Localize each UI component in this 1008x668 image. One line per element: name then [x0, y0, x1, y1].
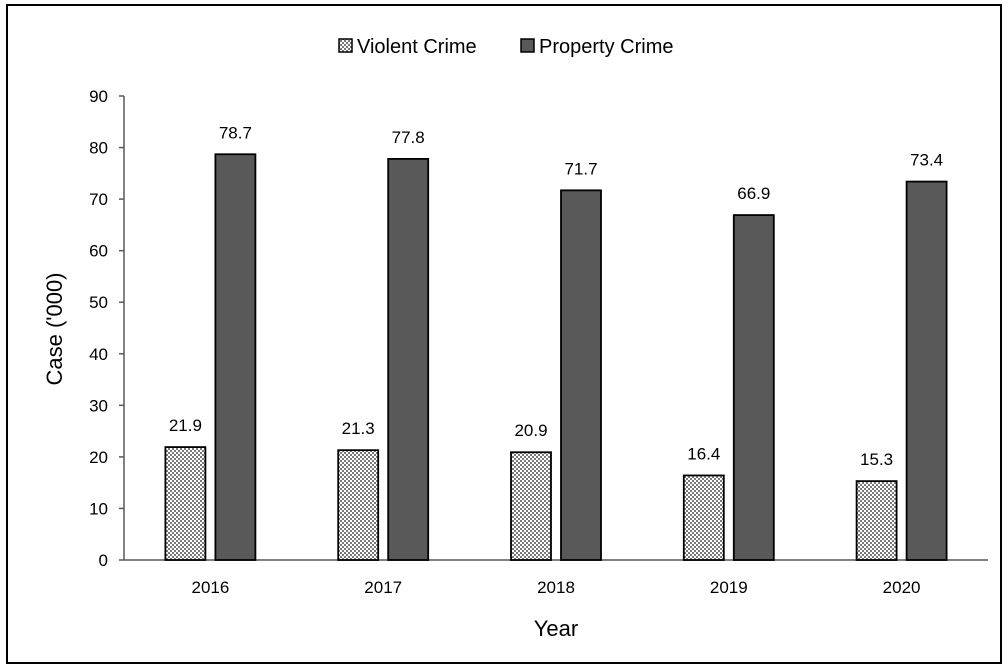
bar-violent-crime	[510, 451, 552, 561]
data-label-property-crime: 73.4	[910, 151, 943, 170]
data-label-violent-crime: 16.4	[687, 444, 720, 463]
data-label-property-crime: 71.7	[564, 159, 597, 178]
y-tick-label: 50	[89, 293, 108, 312]
y-tick-label: 90	[89, 87, 108, 106]
x-axis-title: Year	[534, 616, 578, 641]
y-tick-label: 30	[89, 396, 108, 415]
bar-violent-crime	[164, 446, 207, 561]
data-label-property-crime: 77.8	[392, 128, 425, 147]
data-label-property-crime: 66.9	[737, 184, 770, 203]
y-tick-label: 70	[89, 190, 108, 209]
y-tick-label: 80	[89, 139, 108, 158]
bar-property-crime	[387, 157, 430, 561]
data-label-violent-crime: 21.3	[342, 419, 375, 438]
data-label-violent-crime: 15.3	[860, 450, 893, 469]
bar-property-crime	[214, 153, 257, 561]
x-tick-label: 2018	[537, 578, 575, 597]
x-tick-label: 2016	[191, 578, 229, 597]
legend-swatch-property-crime	[520, 38, 535, 53]
y-tick-label: 0	[99, 551, 108, 570]
x-tick-label: 2020	[883, 578, 921, 597]
legend: Violent Crime Property Crime	[338, 36, 673, 58]
y-tick-label: 20	[89, 448, 108, 467]
bar-property-crime	[905, 180, 948, 561]
legend-label-violent-crime: Violent Crime	[357, 36, 477, 58]
x-tick-label: 2019	[710, 578, 748, 597]
y-tick-label: 10	[89, 499, 108, 518]
data-label-violent-crime: 20.9	[514, 421, 547, 440]
bar-violent-crime	[337, 449, 380, 561]
data-label-property-crime: 78.7	[219, 123, 252, 142]
y-tick-label: 40	[89, 345, 108, 364]
bar-property-crime	[732, 214, 775, 561]
bar-violent-crime	[855, 480, 898, 561]
y-tick-label: 60	[89, 242, 108, 261]
bar-violent-crime	[682, 474, 725, 561]
data-label-violent-crime: 21.9	[169, 416, 202, 435]
plot-area: 0 10 20 30 40 50 60 70 80 90 2016 21.9 78.7 2017 21.3 7…	[89, 87, 988, 597]
legend-swatch-violent-crime	[338, 38, 353, 53]
bar-property-crime	[560, 189, 602, 561]
legend-label-property-crime: Property Crime	[539, 36, 673, 58]
y-axis-title: Case ('000)	[42, 272, 67, 385]
x-tick-label: 2017	[364, 578, 402, 597]
